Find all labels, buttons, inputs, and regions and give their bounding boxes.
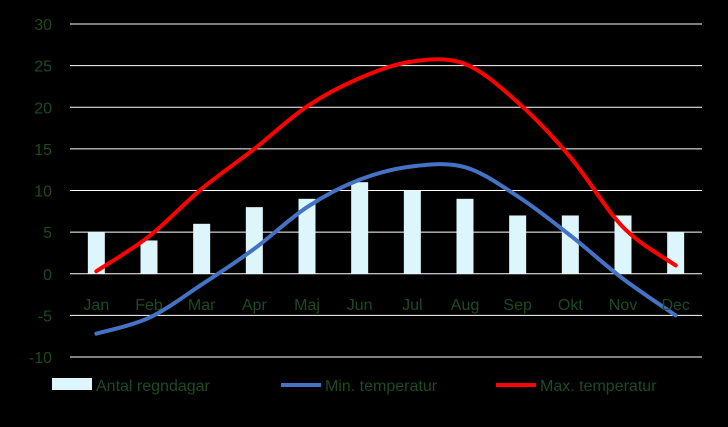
legend: Antal regndagar Min. temperatur Max. tempe…	[52, 378, 657, 395]
x-tick-label: Sep	[503, 297, 532, 314]
x-tick-label: Aug	[451, 297, 479, 314]
legend-swatch	[52, 378, 92, 390]
legend-label: Max. temperatur	[540, 378, 657, 395]
gridlines	[70, 23, 702, 358]
y-tick-label: -10	[29, 350, 52, 367]
y-tick-label: 30	[34, 17, 52, 34]
x-tick-label: Dec	[661, 297, 689, 314]
legend-label: Min. temperatur	[325, 378, 438, 395]
min-temperature-line	[94, 162, 678, 336]
y-axis-ticks: -10 -5 0 5 10 15 20 25 30	[29, 17, 52, 367]
bar	[193, 223, 211, 274]
y-tick-label: 5	[43, 225, 52, 242]
bar	[561, 215, 579, 274]
x-tick-label: Maj	[294, 297, 320, 314]
y-tick-label: 10	[34, 184, 52, 201]
bar	[456, 198, 474, 274]
y-tick-label: 25	[34, 59, 52, 76]
legend-label: Antal regndagar	[96, 378, 211, 395]
bar	[403, 190, 421, 274]
x-tick-label: Nov	[609, 297, 637, 314]
bar	[351, 182, 369, 274]
bar	[667, 232, 685, 274]
x-tick-label: Okt	[558, 297, 583, 314]
y-tick-label: 15	[34, 142, 52, 159]
bar	[509, 215, 527, 274]
y-tick-label: 20	[34, 100, 52, 117]
x-tick-label: Feb	[135, 297, 163, 314]
line-series	[94, 57, 678, 336]
bar	[298, 198, 316, 274]
x-tick-label: Jun	[347, 297, 373, 314]
x-tick-label: Jan	[83, 297, 109, 314]
bar	[614, 215, 632, 274]
bar-series-antal-regndagar	[87, 182, 685, 274]
x-tick-label: Apr	[242, 297, 268, 314]
max-temperature-line	[94, 57, 678, 274]
x-tick-label: Jul	[402, 297, 422, 314]
x-tick-label: Mar	[188, 297, 216, 314]
y-tick-label: -5	[38, 308, 52, 325]
x-axis-ticks: Jan Feb Mar Apr Maj Jun Jul Aug Sep Okt Nov Dec	[83, 297, 689, 314]
bar	[140, 240, 158, 274]
y-tick-label: 0	[43, 267, 52, 284]
bar	[87, 232, 105, 274]
bar	[245, 207, 263, 274]
